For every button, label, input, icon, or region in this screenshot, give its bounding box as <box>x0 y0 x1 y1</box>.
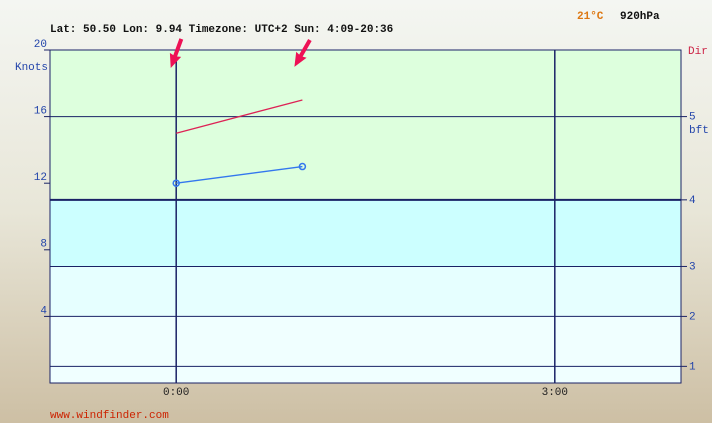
y-tick-label: 20 <box>34 39 47 51</box>
y2-tick-label: 4 <box>689 195 696 207</box>
y-tick-label: 16 <box>34 106 47 118</box>
pressure: 920hPa <box>620 11 660 23</box>
chart: Lat: 50.50 Lon: 9.94 Timezone: UTC+2 Sun… <box>0 0 712 423</box>
band <box>50 200 681 267</box>
y-tick-label: 8 <box>40 239 47 251</box>
y2-tick-label: 5 <box>689 112 696 124</box>
header: Lat: 50.50 Lon: 9.94 Timezone: UTC+2 Sun… <box>50 24 393 36</box>
y2-tick-label: 1 <box>689 361 696 373</box>
y2-tick-label: 3 <box>689 261 696 273</box>
band <box>50 50 681 200</box>
direction-label: Dir <box>688 46 708 58</box>
y2-tick-label: 2 <box>689 311 696 323</box>
y-axis-label: Knots <box>15 62 48 74</box>
band <box>50 267 681 317</box>
footer: www.windfinder.com <box>50 410 169 422</box>
y-tick-label: 12 <box>34 172 47 184</box>
x-tick-label: 3:00 <box>542 387 568 399</box>
x-tick-label: 0:00 <box>163 387 189 399</box>
y2-axis-label: bft <box>689 125 709 137</box>
temperature: 21°C <box>577 11 604 23</box>
y-tick-label: 4 <box>40 305 47 317</box>
